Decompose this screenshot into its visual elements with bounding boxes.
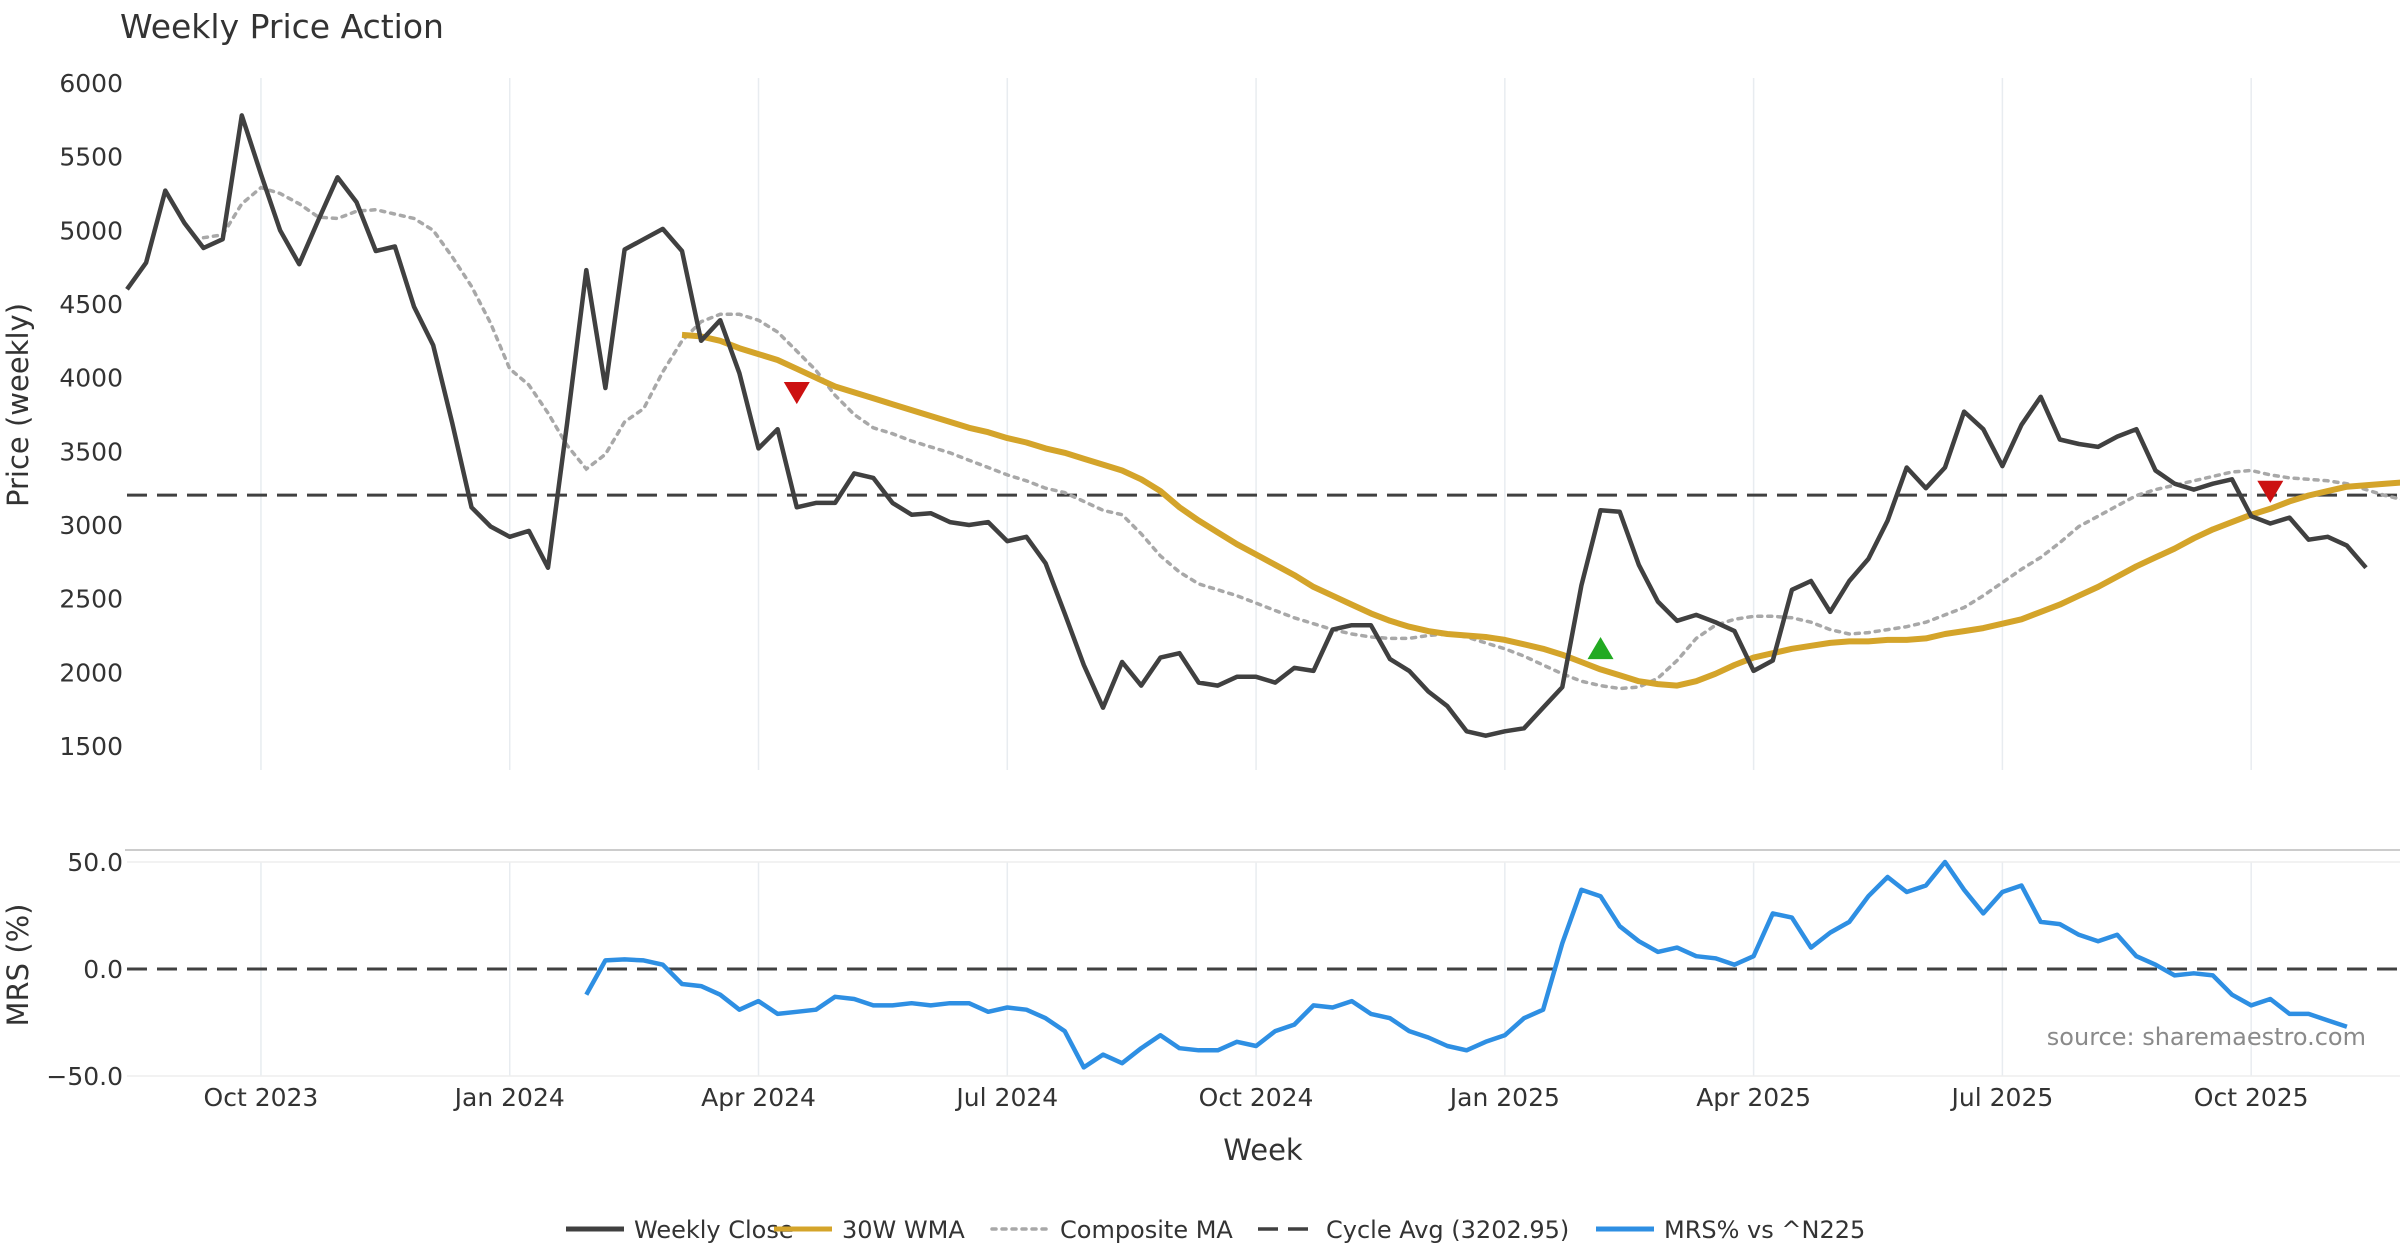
source-note: source: sharemaestro.com — [2047, 1023, 2366, 1051]
mrs-y-ticks: 50.0 0.0 −50.0 — [46, 848, 123, 1091]
price-panel: 1500 2000 2500 3000 3500 4000 4500 5000 5500 6000… — [1, 69, 2400, 770]
price-y-tick-label: 2500 — [59, 585, 123, 614]
price-y-tick-label: 2000 — [59, 658, 123, 687]
price-y-tick-label: 3000 — [59, 511, 123, 540]
price-vertical-gridlines — [260, 78, 2252, 770]
chart-title: Weekly Price Action — [120, 7, 444, 46]
x-tick-label: Oct 2024 — [1199, 1083, 1314, 1112]
mrs-y-tick-label: 50.0 — [67, 848, 123, 877]
price-y-tick-label: 5000 — [59, 216, 123, 245]
x-ticks: Oct 2023 Jan 2024 Apr 2024 Jul 2024 Oct 2024… — [204, 1083, 2309, 1112]
mrs-y-tick-label: 0.0 — [83, 955, 123, 984]
x-tick-label: Jul 2024 — [954, 1083, 1058, 1112]
price-y-axis-label: Price (weekly) — [1, 303, 35, 507]
legend-label: MRS% vs ^N225 — [1664, 1216, 1865, 1244]
x-tick-label: Jul 2025 — [1950, 1083, 2054, 1112]
x-tick-label: Apr 2024 — [701, 1083, 816, 1112]
price-y-tick-label: 5500 — [59, 143, 123, 172]
x-tick-label: Jan 2025 — [1448, 1083, 1560, 1112]
legend-label: Cycle Avg (3202.95) — [1326, 1216, 1569, 1244]
x-tick-label: Jan 2024 — [453, 1083, 565, 1112]
legend-label: 30W WMA — [842, 1216, 965, 1244]
mrs-y-tick-label: −50.0 — [46, 1062, 123, 1091]
weekly-close-line — [125, 113, 2368, 738]
legend-label: Weekly Close — [634, 1216, 794, 1244]
x-tick-label: Oct 2025 — [2194, 1083, 2309, 1112]
sell-signal-marker — [2257, 480, 2284, 503]
signal-markers — [783, 382, 2284, 660]
price-y-ticks: 1500 2000 2500 3000 3500 4000 4500 5000 5500 6000 — [59, 69, 123, 761]
price-y-tick-label: 1500 — [59, 732, 123, 761]
price-y-tick-label: 4000 — [59, 364, 123, 393]
price-y-tick-label: 6000 — [59, 69, 123, 98]
legend: Weekly Close 30W WMA Composite MA Cycle Avg… — [566, 1216, 1865, 1244]
sell-signal-marker — [783, 382, 810, 405]
mrs-panel: 50.0 0.0 −50.0 MRS (%) source: sharemaestr… — [1, 848, 2400, 1091]
x-axis-label: Week — [1223, 1133, 1303, 1167]
price-y-tick-label: 3500 — [59, 437, 123, 466]
composite-ma-line — [201, 185, 2400, 691]
mrs-y-axis-label: MRS (%) — [1, 904, 35, 1027]
x-tick-label: Oct 2023 — [204, 1083, 319, 1112]
legend-label: Composite MA — [1060, 1216, 1233, 1244]
x-tick-label: Apr 2025 — [1696, 1083, 1811, 1112]
price-y-tick-label: 4500 — [59, 290, 123, 319]
mrs-line — [584, 859, 2348, 1070]
buy-signal-marker — [1587, 637, 1614, 660]
wma-30w-line — [681, 331, 2400, 689]
